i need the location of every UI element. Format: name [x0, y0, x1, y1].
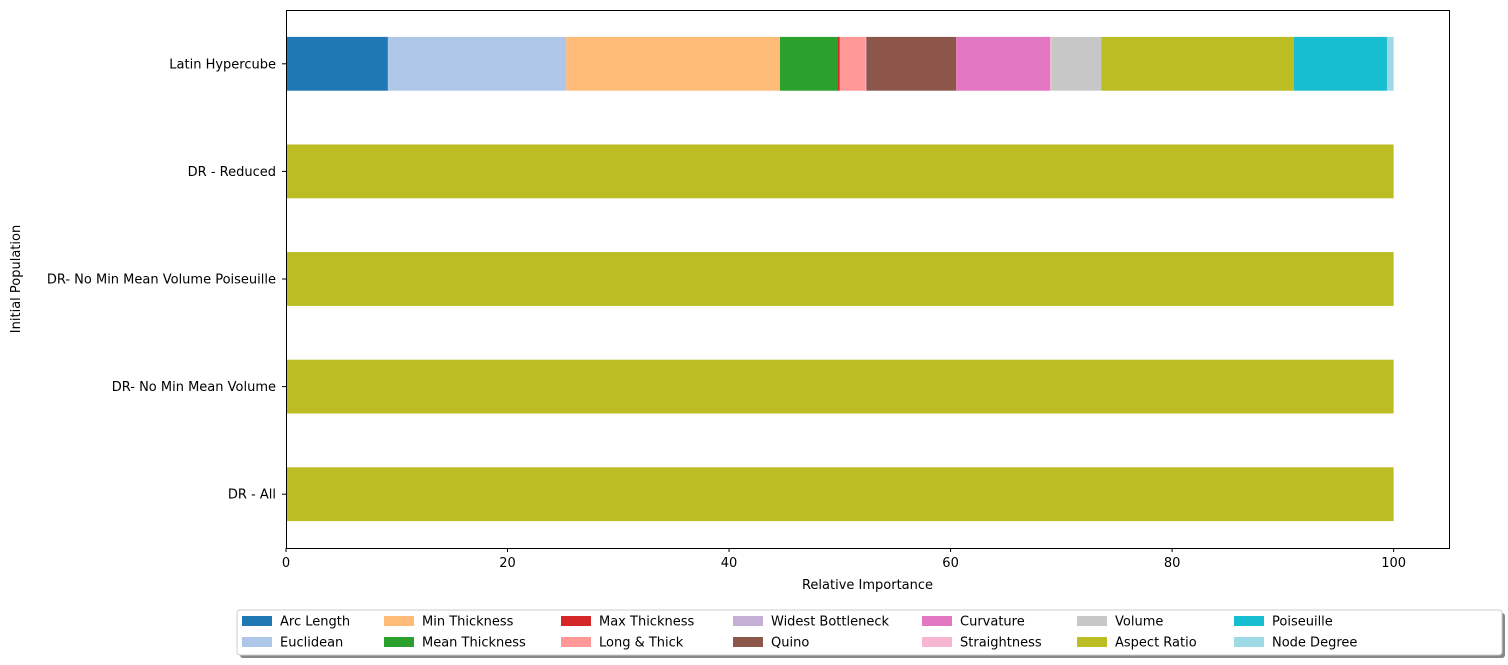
y-tick-label: DR- No Min Mean Volume	[112, 380, 276, 395]
bar-4-8	[956, 36, 1051, 91]
legend-swatch	[1077, 616, 1107, 626]
bar-4-6	[865, 36, 867, 91]
legend-swatch	[733, 616, 763, 626]
y-tick-label: Latin Hypercube	[169, 57, 276, 72]
bar-4-2	[566, 36, 780, 91]
legend-label: Arc Length	[280, 615, 350, 630]
bar-4-7	[866, 36, 957, 91]
bar-3-11	[286, 144, 1394, 199]
y-tick-label: DR- No Min Mean Volume Poiseuille	[47, 273, 276, 288]
legend-label: Aspect Ratio	[1115, 636, 1197, 651]
legend-label: Curvature	[960, 615, 1025, 630]
axes-layer: 0 20 40 60 80 100 DR - All DR- No Min Mean Volu…	[47, 57, 1406, 571]
x-tick-label: 0	[282, 556, 290, 571]
bar-4-11	[1101, 36, 1294, 91]
legend-label: Max Thickness	[599, 615, 694, 630]
bar-4-1	[387, 36, 567, 91]
x-tick-label: 20	[499, 556, 516, 571]
legend-swatch	[922, 637, 952, 647]
legend-swatch	[384, 616, 414, 626]
bar-4-13	[1386, 36, 1394, 91]
legend-label: Quino	[771, 636, 809, 651]
bar-4-12	[1293, 36, 1387, 91]
x-tick-label: 80	[1164, 556, 1181, 571]
legend-swatch	[242, 616, 272, 626]
legend-swatch	[384, 637, 414, 647]
legend-swatch	[922, 616, 952, 626]
bar-0-11	[286, 467, 1394, 522]
legend-label: Euclidean	[280, 636, 343, 651]
legend-swatch	[242, 637, 272, 647]
x-axis-label: Relative Importance	[802, 578, 933, 593]
bar-4-4	[837, 36, 840, 91]
bar-4-10	[1051, 36, 1102, 91]
legend-label: Long & Thick	[599, 636, 684, 651]
bar-4-3	[779, 36, 838, 91]
legend-label: Volume	[1115, 615, 1163, 630]
bar-1-11	[286, 359, 1394, 414]
legend-swatch	[561, 616, 591, 626]
bars-layer	[286, 36, 1394, 522]
legend-swatch	[561, 637, 591, 647]
legend-box	[236, 609, 1503, 656]
legend-swatch	[1234, 637, 1264, 647]
legend-label: Poiseuille	[1272, 615, 1333, 630]
legend-swatch	[1234, 616, 1264, 626]
legend-label: Mean Thickness	[422, 636, 526, 651]
x-tick-label: 100	[1381, 556, 1406, 571]
bar-4-9	[1050, 36, 1052, 91]
x-tick-label: 60	[942, 556, 959, 571]
legend-label: Min Thickness	[422, 615, 514, 630]
legend-label: Straightness	[960, 636, 1042, 651]
x-tick-label: 40	[721, 556, 738, 571]
y-axis-label: Initial Population	[9, 225, 24, 333]
legend-swatch	[733, 637, 763, 647]
legend-label: Widest Bottleneck	[771, 615, 889, 630]
y-tick-label: DR - All	[228, 488, 276, 503]
legend-swatch	[1077, 637, 1107, 647]
bar-4-0	[286, 36, 388, 91]
bar-4-5	[839, 36, 866, 91]
y-tick-label: DR - Reduced	[188, 165, 276, 180]
plot-frame	[286, 10, 1450, 549]
bar-2-11	[286, 252, 1394, 306]
legend-label: Node Degree	[1272, 636, 1357, 651]
legend: Arc Length Euclidean Min Thickness Mean Thi…	[236, 609, 1505, 658]
